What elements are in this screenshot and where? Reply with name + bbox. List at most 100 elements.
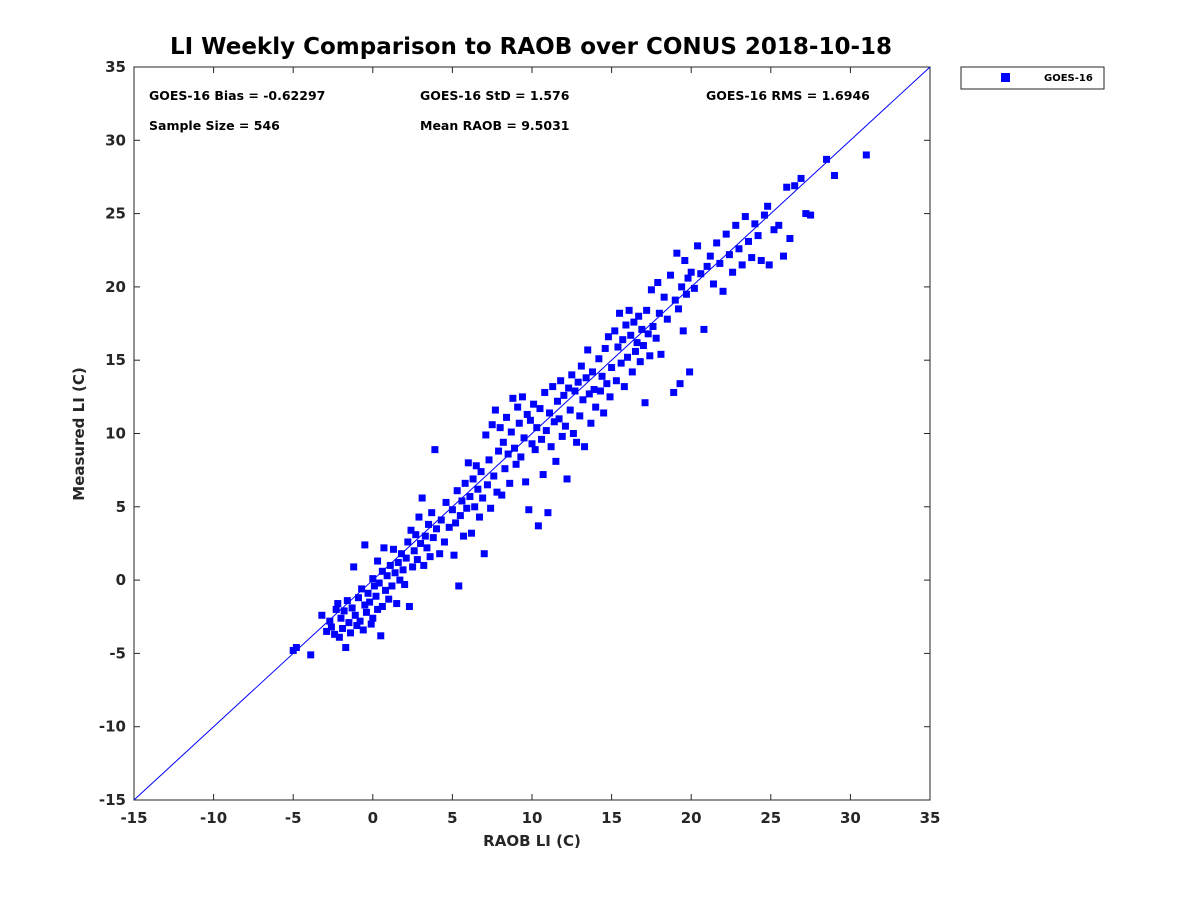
data-point [364,589,372,597]
data-point [340,607,348,615]
scatter-points [289,151,870,659]
data-point [487,504,495,512]
data-point [557,377,565,385]
data-point [679,327,687,335]
data-point [503,413,511,421]
data-point [606,393,614,401]
data-point [520,434,528,442]
data-point [526,416,534,424]
data-point [455,582,463,590]
data-point [797,174,805,182]
data-point [388,582,396,590]
data-point [681,257,689,265]
data-point [523,410,531,418]
data-point [568,371,576,379]
data-point [358,585,366,593]
data-point [323,627,331,635]
data-point [326,617,334,625]
data-point [565,384,573,392]
x-tick-label: 0 [368,809,378,827]
data-point [625,306,633,314]
data-point [351,611,359,619]
data-point [729,268,737,276]
data-point [528,440,536,448]
data-point [361,541,369,549]
data-point [431,446,439,454]
data-point [393,600,401,608]
data-point [307,651,315,659]
x-tick-label: 15 [601,809,622,827]
y-tick-label: 20 [105,278,126,296]
data-point [407,526,415,534]
data-point [374,557,382,565]
data-point [633,339,641,347]
data-point [522,478,530,486]
data-point [374,605,382,613]
y-tick-label: 35 [105,58,126,76]
data-point [802,210,810,218]
y-tick-label: 15 [105,351,126,369]
data-point [678,283,686,291]
data-point [830,171,838,179]
data-point [534,522,542,530]
data-point [553,397,561,405]
data-point [337,614,345,622]
data-point [690,284,698,292]
data-point [362,608,370,616]
x-tick-label: -15 [120,809,147,827]
data-point [391,569,399,577]
data-point [475,513,483,521]
data-point [509,394,517,402]
data-point [356,617,364,625]
y-axis: -15 -10 -5 0 5 10 15 20 25 30 35 [99,58,930,809]
data-point [464,459,472,467]
data-point [501,465,509,473]
data-point [507,428,515,436]
data-point [539,471,547,479]
data-point [515,419,523,427]
data-point [383,572,391,580]
data-point [378,567,386,575]
data-point [343,597,351,605]
data-point [401,580,409,588]
data-point [498,491,506,499]
data-point [410,547,418,555]
data-point [436,550,444,558]
data-point [474,485,482,493]
data-point [428,509,436,517]
data-point [514,403,522,411]
y-tick-label: -15 [99,791,126,809]
data-point [639,342,647,350]
data-point [345,619,353,627]
data-point [657,350,665,358]
data-point [697,270,705,278]
data-point [361,601,369,609]
data-point [654,279,662,287]
data-point [399,566,407,574]
data-point [372,592,380,600]
data-point [561,422,569,430]
data-point [745,237,753,245]
legend-marker [1001,73,1010,82]
x-tick-label: -5 [285,809,302,827]
data-point [587,419,595,427]
data-point [751,220,759,228]
data-point [722,230,730,238]
data-point [331,630,339,638]
data-point [544,509,552,517]
data-point [735,245,743,253]
data-point [491,406,499,414]
data-point [421,532,429,540]
data-point [550,418,558,426]
data-point [460,532,468,540]
data-point [635,312,643,320]
data-point [684,274,692,282]
data-point [713,239,721,247]
data-point [563,475,571,483]
data-point [512,460,520,468]
data-point [569,430,577,437]
data-point [628,368,636,376]
x-axis: -15 -10 -5 0 5 10 15 20 25 30 35 [120,67,940,827]
data-point [450,551,458,559]
